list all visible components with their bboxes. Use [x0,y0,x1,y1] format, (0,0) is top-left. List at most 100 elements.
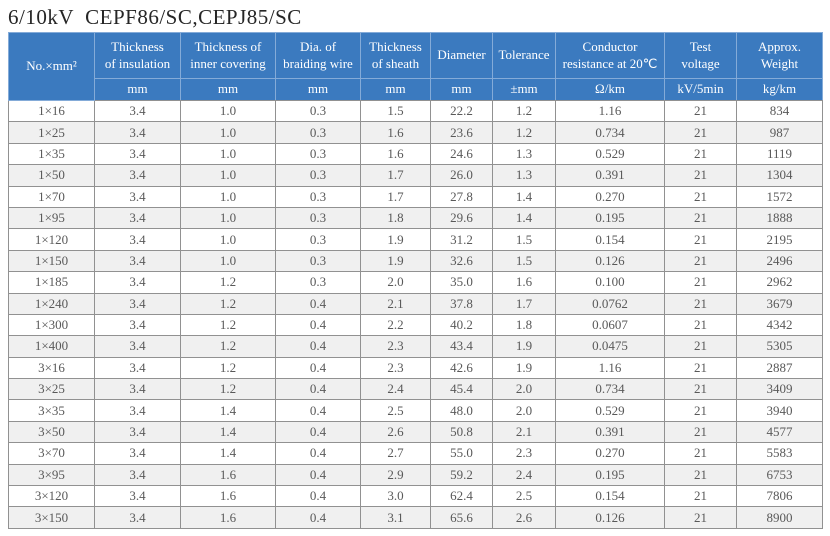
column-header: Conductor resistance at 20℃ [555,32,665,79]
table-cell: 1×16 [8,99,95,123]
table-cell: 37.8 [430,292,493,315]
table-cell: 3940 [736,399,823,422]
column-unit: mm [180,78,276,101]
table-cell: 834 [736,99,823,123]
table-cell: 1.4 [180,442,276,465]
table-cell: 1.2 [492,121,556,144]
table-cell: 0.391 [555,420,665,444]
table-cell: 1.6 [360,142,431,166]
table-cell: 21 [664,228,737,251]
table-cell: 1.4 [180,420,276,444]
column-header: Dia. of braiding wire [275,32,361,79]
table-cell: 2.9 [360,463,431,487]
table-cell: 3.4 [94,121,181,144]
table-cell: 1.2 [180,335,276,358]
table-cell: 3.4 [94,463,181,487]
table-row: 3×50 3.4 1.4 0.4 2.6 50.8 2.1 0.391 21 4577 [8,420,823,444]
table-cell: 21 [664,463,737,487]
table-row: 1×240 3.4 1.2 0.4 2.1 37.8 1.7 0.0762 21 3679 [8,292,823,315]
table-cell: 23.6 [430,121,493,144]
column-unit: kV/5min [664,78,737,101]
column-unit: mm [275,78,361,101]
table-cell: 3.4 [94,485,181,508]
table-cell: 3.1 [360,506,431,529]
table-row: 3×70 3.4 1.4 0.4 2.7 55.0 2.3 0.270 21 5583 [8,442,823,465]
table-cell: 0.4 [275,463,361,487]
column-unit: Ω/km [555,78,665,101]
table-cell: 1.9 [360,249,431,273]
table-cell: 0.270 [555,185,665,208]
table-cell: 2.3 [492,442,556,465]
table-cell: 1.6 [180,485,276,508]
table-cell: 26.0 [430,164,493,187]
table-cell: 3.4 [94,292,181,315]
table-row: 3×95 3.4 1.6 0.4 2.9 59.2 2.4 0.195 21 6753 [8,463,823,487]
table-cell: 0.4 [275,313,361,337]
table-row: 1×300 3.4 1.2 0.4 2.2 40.2 1.8 0.0607 21 4342 [8,313,823,337]
table-cell: 1.16 [555,356,665,380]
table-cell: 0.3 [275,121,361,144]
table-cell: 2.1 [492,420,556,444]
table-cell: 0.0607 [555,313,665,337]
table-row: 1×400 3.4 1.2 0.4 2.3 43.4 1.9 0.0475 21 5305 [8,335,823,358]
table-cell: 2887 [736,356,823,380]
table-cell: 0.195 [555,463,665,487]
table-row: 1×16 3.4 1.0 0.3 1.5 22.2 1.2 1.16 21 834 [8,99,823,123]
table-cell: 0.4 [275,292,361,315]
table-cell: 1.2 [180,313,276,337]
table-cell: 32.6 [430,249,493,273]
table-cell: 3×70 [8,442,95,465]
table-header: No.×mm² Thickness of insulation Thickness … [8,32,823,101]
table-row: 1×185 3.4 1.2 0.3 2.0 35.0 1.6 0.100 21 2962 [8,271,823,294]
table-cell: 35.0 [430,271,493,294]
table-cell: 2.5 [492,485,556,508]
table-cell: 21 [664,485,737,508]
header-row-units: mm mm mm mm mm ±mm Ω/km kV/5min kg/km [9,78,823,101]
table-cell: 50.8 [430,420,493,444]
table-cell: 3.4 [94,420,181,444]
column-header: Tolerance [492,32,556,79]
table-cell: 21 [664,442,737,465]
table-body: 1×16 3.4 1.0 0.3 1.5 22.2 1.2 1.16 21 834 1×25 3.4 1… [8,99,823,529]
table-cell: 3×150 [8,506,95,529]
table-cell: 3.4 [94,399,181,422]
table-cell: 1.8 [360,206,431,230]
table-cell: 65.6 [430,506,493,529]
table-cell: 3.4 [94,142,181,166]
table-cell: 987 [736,121,823,144]
table-cell: 1.2 [180,356,276,380]
table-cell: 21 [664,164,737,187]
table-cell: 1×240 [8,292,95,315]
table-cell: 40.2 [430,313,493,337]
table-cell: 1×150 [8,249,95,273]
table-cell: 3×25 [8,378,95,401]
table-cell: 1.4 [492,185,556,208]
table-cell: 2.4 [360,378,431,401]
table-cell: 3.4 [94,99,181,123]
table-cell: 1×25 [8,121,95,144]
table-cell: 0.270 [555,442,665,465]
table-cell: 1.3 [492,142,556,166]
table-cell: 1.16 [555,99,665,123]
table-cell: 8900 [736,506,823,529]
table-row: 1×95 3.4 1.0 0.3 1.8 29.6 1.4 0.195 21 1888 [8,206,823,230]
table-cell: 3679 [736,292,823,315]
table-cell: 21 [664,356,737,380]
table-cell: 1.3 [492,164,556,187]
table-cell: 4577 [736,420,823,444]
table-cell: 48.0 [430,399,493,422]
table-row: 3×35 3.4 1.4 0.4 2.5 48.0 2.0 0.529 21 3940 [8,399,823,422]
table-cell: 0.4 [275,356,361,380]
table-cell: 1×35 [8,142,95,166]
column-header: Thickness of inner covering [180,32,276,79]
table-cell: 0.4 [275,506,361,529]
table-cell: 4342 [736,313,823,337]
table-cell: 0.3 [275,185,361,208]
table-cell: 1.2 [180,271,276,294]
table-cell: 0.3 [275,249,361,273]
column-header: Approx. Weight [736,32,823,79]
table-cell: 1.6 [180,463,276,487]
table-cell: 1.7 [360,185,431,208]
table-cell: 1.2 [492,99,556,123]
